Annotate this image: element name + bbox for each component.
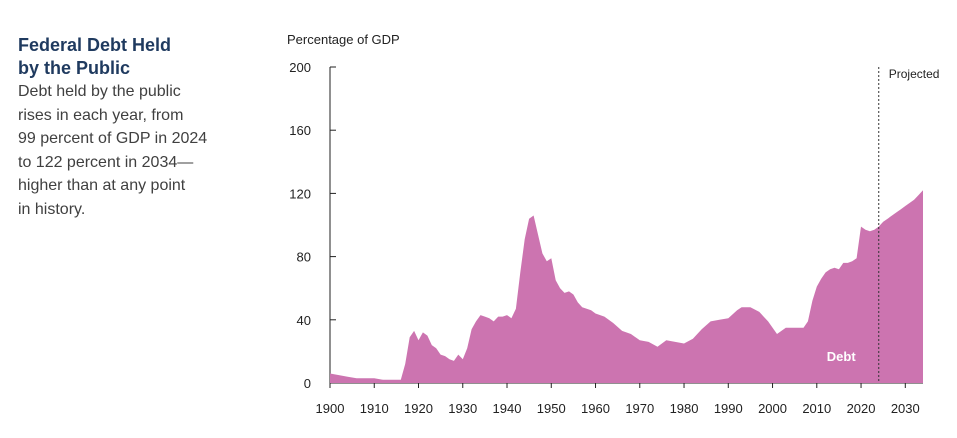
x-tick-label: 2000	[758, 401, 787, 416]
y-tick-label: 200	[289, 60, 311, 75]
x-tick-label: 2030	[891, 401, 920, 416]
x-tick-label: 2010	[802, 401, 831, 416]
x-tick-label: 1930	[448, 401, 477, 416]
x-axis: 1900 1910 1920 1930 1940 1950 1960 1970 1980 1990…	[316, 382, 923, 416]
x-tick-label: 1970	[625, 401, 654, 416]
x-tick-label: 1920	[404, 401, 433, 416]
series-label-debt: Debt	[827, 349, 857, 364]
series-area-debt	[330, 190, 923, 383]
y-tick-label: 0	[304, 376, 311, 391]
x-tick-label: 1980	[670, 401, 699, 416]
sidebar: Federal Debt Held by the Public Debt hel…	[18, 34, 258, 221]
x-tick-label: 1940	[493, 401, 522, 416]
x-tick-label: 1910	[360, 401, 389, 416]
y-tick-label: 40	[297, 313, 311, 328]
x-tick-label: 2020	[847, 401, 876, 416]
plot-area: Debt Projected	[330, 67, 939, 383]
chart-title: Federal Debt Held by the Public	[18, 35, 172, 78]
y-tick-label: 120	[289, 186, 311, 201]
y-tick-label: 80	[297, 250, 311, 265]
x-tick-label: 1950	[537, 401, 566, 416]
x-tick-label: 1960	[581, 401, 610, 416]
y-axis: 0 40 80 120 160 200	[289, 60, 336, 391]
projected-label: Projected	[889, 67, 940, 81]
chart-description: Debt held by the public rises in each ye…	[18, 83, 208, 218]
x-tick-label: 1900	[316, 401, 345, 416]
x-tick-label: 1990	[714, 401, 743, 416]
y-tick-label: 160	[289, 123, 311, 138]
y-axis-label: Percentage of GDP	[287, 32, 400, 47]
